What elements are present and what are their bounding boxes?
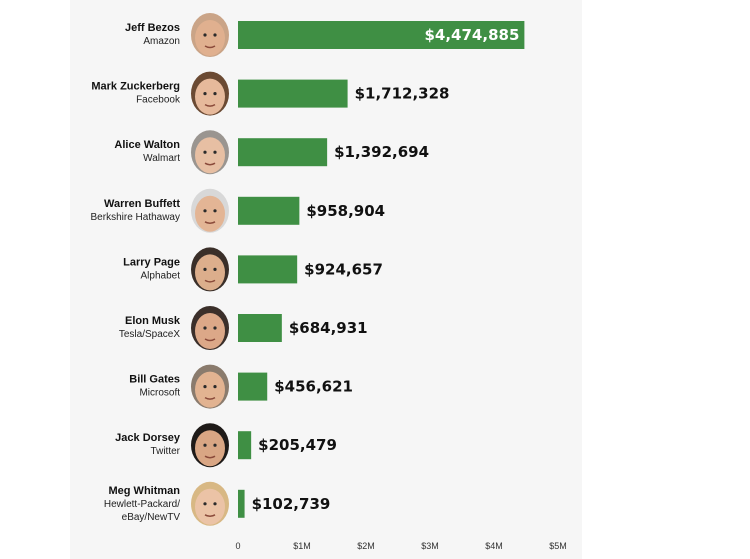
bar [238, 138, 328, 167]
portrait-mouth [204, 162, 216, 166]
x-tick-label: $5M [549, 541, 567, 551]
portrait-elon-musk [191, 306, 229, 350]
bar [238, 489, 245, 518]
company-name: Alphabet [141, 270, 181, 281]
person-name: Alice Walton [114, 139, 180, 151]
portrait-eye [203, 92, 207, 96]
company-name: Microsoft [139, 388, 180, 399]
bar [238, 255, 298, 284]
value-label: $456,621 [274, 378, 353, 396]
bar-row: $4,474,885 Jeff Bezos Amazon [125, 13, 525, 57]
portrait-warren-buffett [191, 188, 229, 233]
portrait-face [195, 313, 225, 349]
portrait-eye [203, 502, 207, 506]
person-name: Jeff Bezos [125, 22, 180, 34]
portrait-eye [213, 502, 217, 506]
company-name: Hewlett-Packard/ [104, 499, 180, 510]
portrait-mouth [204, 103, 216, 107]
portrait-eye [213, 326, 217, 330]
portrait-eye [203, 385, 207, 389]
portrait-face [195, 195, 225, 232]
company-name: Amazon [143, 36, 180, 47]
portrait-face [195, 137, 225, 174]
portrait-bill-gates [191, 364, 229, 409]
value-label: $1,392,694 [334, 143, 429, 161]
portrait-mouth [204, 279, 216, 283]
value-label: $4,474,885 [424, 26, 519, 44]
portrait-larry-page [191, 247, 229, 292]
bar-row: $924,657 Larry Page Alphabet [123, 247, 383, 292]
company-name: Berkshire Hathaway [91, 212, 180, 223]
portrait-eye [213, 150, 217, 154]
portrait-eye [213, 267, 217, 271]
portrait-meg-whitman [191, 481, 229, 526]
person-name: Warren Buffett [104, 198, 180, 210]
value-label: $684,931 [289, 319, 368, 337]
portrait-face [195, 78, 225, 115]
value-label: $205,479 [258, 436, 337, 454]
bar-row: $958,904 Warren Buffett Berkshire Hathaway [91, 188, 385, 233]
bar-row: $456,621 Bill Gates Microsoft [129, 364, 353, 409]
portrait-eye [203, 33, 207, 37]
person-name: Bill Gates [129, 374, 180, 386]
portrait-mark-zuckerberg [191, 71, 229, 116]
person-name: Mark Zuckerberg [91, 81, 180, 93]
company-name: Walmart [143, 153, 180, 164]
value-label: $1,712,328 [355, 85, 450, 103]
bar [238, 79, 348, 108]
company-name: eBay/NewTV [122, 512, 181, 523]
portrait-eye [203, 150, 207, 154]
x-tick-label: $1M [293, 541, 311, 551]
bar-row: $205,479 Jack Dorsey Twitter [115, 423, 337, 468]
bar-row: $102,739 Meg Whitman Hewlett-Packard/eBay/… [104, 481, 331, 526]
bar [238, 314, 282, 342]
portrait-mouth [204, 221, 216, 225]
value-label: $958,904 [306, 202, 385, 220]
portrait-face [195, 254, 225, 291]
bar-row: $684,931 Elon Musk Tesla/SpaceX [119, 306, 368, 350]
company-name: Twitter [151, 446, 181, 457]
bar [238, 431, 252, 460]
portrait-face [195, 430, 225, 467]
portrait-mouth [204, 514, 216, 518]
portrait-eye [203, 443, 207, 447]
bar [238, 196, 300, 225]
company-name: Facebook [136, 95, 181, 106]
person-name: Jack Dorsey [115, 432, 181, 444]
portrait-mouth [204, 45, 216, 49]
portrait-jeff-bezos [191, 13, 229, 57]
portrait-eye [213, 92, 217, 96]
company-name: Tesla/SpaceX [119, 329, 180, 340]
x-tick-label: 0 [235, 541, 240, 551]
bar [238, 372, 268, 401]
portrait-eye [213, 443, 217, 447]
portrait-jack-dorsey [191, 423, 229, 468]
portrait-eye [203, 326, 207, 330]
portrait-eye [213, 385, 217, 389]
portrait-eye [203, 267, 207, 271]
portrait-alice-walton [191, 130, 229, 175]
person-name: Larry Page [123, 256, 180, 268]
bar [238, 21, 525, 49]
x-tick-label: $4M [485, 541, 503, 551]
value-label: $924,657 [304, 260, 383, 278]
portrait-face [195, 488, 225, 525]
person-name: Meg Whitman [109, 485, 181, 497]
portrait-face [195, 371, 225, 408]
portrait-mouth [204, 455, 216, 459]
bar-row: $1,712,328 Mark Zuckerberg Facebook [91, 71, 450, 116]
person-name: Elon Musk [125, 315, 181, 327]
portrait-eye [213, 209, 217, 213]
portrait-eye [213, 33, 217, 37]
x-tick-label: $2M [357, 541, 375, 551]
x-tick-label: $3M [421, 541, 439, 551]
portrait-mouth [204, 396, 216, 400]
portrait-eye [203, 209, 207, 213]
portrait-face [195, 20, 225, 56]
portrait-mouth [204, 338, 216, 342]
value-label: $102,739 [252, 495, 331, 513]
bar-row: $1,392,694 Alice Walton Walmart [114, 130, 429, 175]
